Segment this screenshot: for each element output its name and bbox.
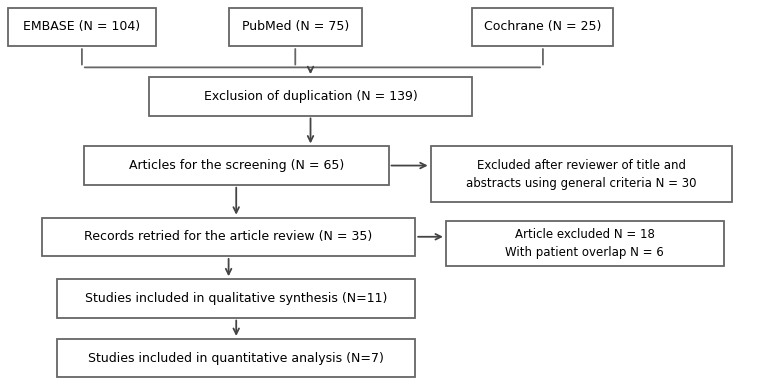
FancyBboxPatch shape	[229, 8, 362, 46]
Text: PubMed (N = 75): PubMed (N = 75)	[242, 20, 349, 33]
FancyBboxPatch shape	[149, 77, 472, 116]
Text: Cochrane (N = 25): Cochrane (N = 25)	[484, 20, 602, 33]
Text: Studies included in quantitative analysis (N=7): Studies included in quantitative analysi…	[88, 352, 384, 365]
FancyBboxPatch shape	[446, 221, 724, 266]
Text: Article excluded N = 18
With patient overlap N = 6: Article excluded N = 18 With patient ove…	[505, 228, 664, 259]
FancyBboxPatch shape	[57, 339, 415, 377]
FancyBboxPatch shape	[84, 146, 389, 185]
FancyBboxPatch shape	[42, 218, 415, 256]
FancyBboxPatch shape	[431, 146, 732, 202]
FancyBboxPatch shape	[472, 8, 613, 46]
Text: Studies included in qualitative synthesis (N=11): Studies included in qualitative synthesi…	[85, 292, 387, 305]
Text: Records retried for the article review (N = 35): Records retried for the article review (…	[85, 230, 373, 243]
Text: Excluded after reviewer of title and
abstracts using general criteria N = 30: Excluded after reviewer of title and abs…	[466, 159, 696, 190]
FancyBboxPatch shape	[57, 279, 415, 318]
FancyBboxPatch shape	[8, 8, 156, 46]
Text: Articles for the screening (N = 65): Articles for the screening (N = 65)	[129, 159, 344, 172]
Text: Exclusion of duplication (N = 139): Exclusion of duplication (N = 139)	[203, 90, 418, 103]
Text: EMBASE (N = 104): EMBASE (N = 104)	[24, 20, 140, 33]
